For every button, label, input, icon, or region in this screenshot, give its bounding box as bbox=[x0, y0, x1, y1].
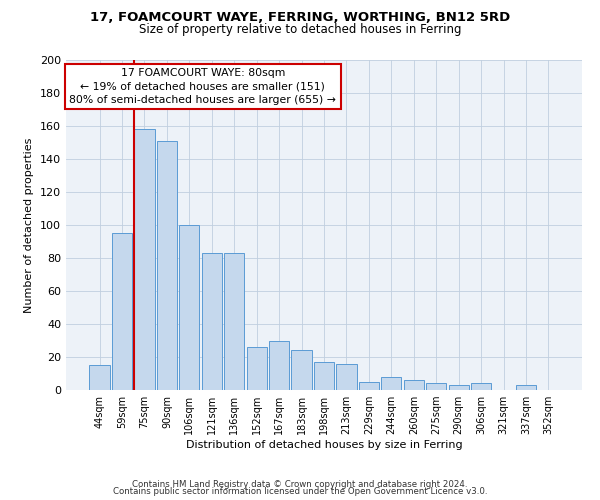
Bar bbox=[202, 253, 222, 390]
Bar bbox=[359, 382, 379, 390]
Bar bbox=[292, 350, 311, 390]
Bar bbox=[224, 253, 244, 390]
Bar bbox=[112, 233, 132, 390]
Bar bbox=[269, 340, 289, 390]
Bar bbox=[449, 385, 469, 390]
Text: Contains HM Land Registry data © Crown copyright and database right 2024.: Contains HM Land Registry data © Crown c… bbox=[132, 480, 468, 489]
Bar bbox=[381, 377, 401, 390]
Text: 17, FOAMCOURT WAYE, FERRING, WORTHING, BN12 5RD: 17, FOAMCOURT WAYE, FERRING, WORTHING, B… bbox=[90, 11, 510, 24]
Bar bbox=[337, 364, 356, 390]
Bar bbox=[247, 347, 267, 390]
Text: Size of property relative to detached houses in Ferring: Size of property relative to detached ho… bbox=[139, 22, 461, 36]
Bar bbox=[471, 384, 491, 390]
Bar bbox=[426, 384, 446, 390]
Bar bbox=[314, 362, 334, 390]
Text: Contains public sector information licensed under the Open Government Licence v3: Contains public sector information licen… bbox=[113, 488, 487, 496]
Bar bbox=[516, 385, 536, 390]
X-axis label: Distribution of detached houses by size in Ferring: Distribution of detached houses by size … bbox=[185, 440, 463, 450]
Text: 17 FOAMCOURT WAYE: 80sqm
← 19% of detached houses are smaller (151)
80% of semi-: 17 FOAMCOURT WAYE: 80sqm ← 19% of detach… bbox=[70, 68, 336, 104]
Bar bbox=[179, 225, 199, 390]
Bar bbox=[157, 141, 177, 390]
Bar bbox=[134, 130, 155, 390]
Bar bbox=[404, 380, 424, 390]
Bar bbox=[89, 365, 110, 390]
Y-axis label: Number of detached properties: Number of detached properties bbox=[25, 138, 34, 312]
